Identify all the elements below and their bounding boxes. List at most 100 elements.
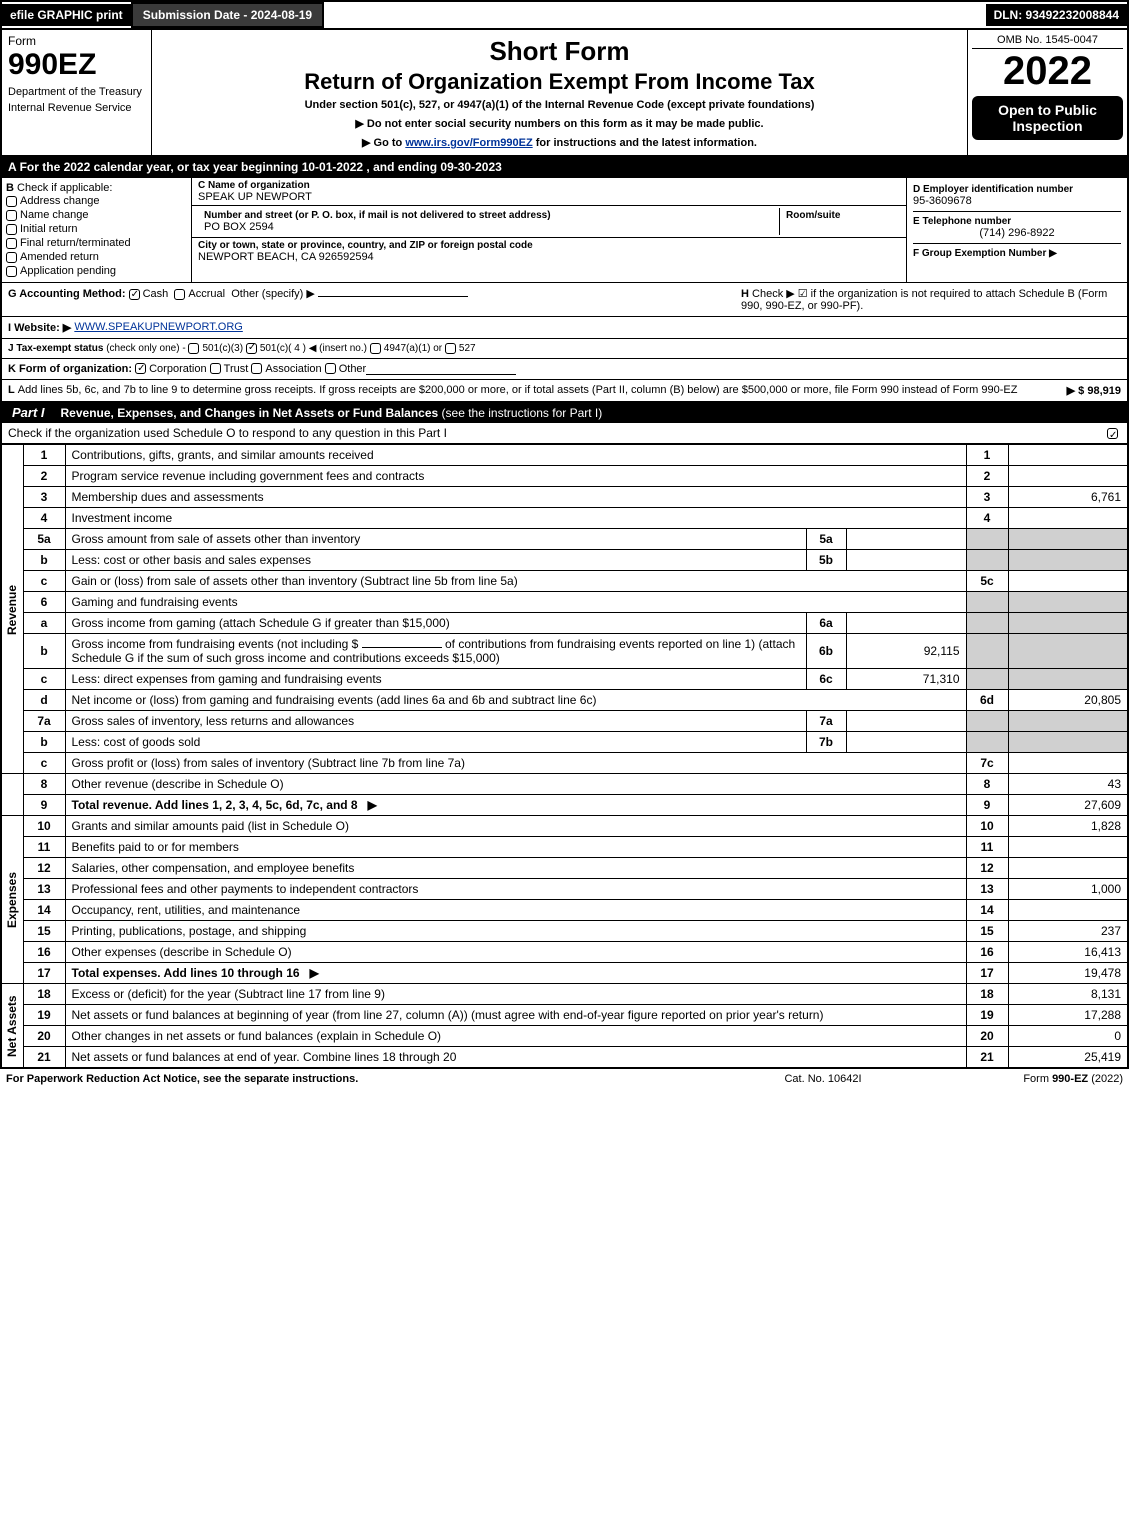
l6b-val: 92,115	[846, 634, 966, 669]
l16-desc: Other expenses (describe in Schedule O)	[65, 942, 966, 963]
form-header: Form 990EZ Department of the Treasury In…	[0, 30, 1129, 157]
application-pending-label: Application pending	[20, 265, 116, 277]
l12-amount	[1008, 858, 1128, 879]
part-1-subtitle: (see the instructions for Part I)	[442, 406, 603, 420]
address-change-checkbox[interactable]	[6, 196, 17, 207]
j-501c-checkbox[interactable]	[246, 343, 257, 354]
j-note: (check only one) -	[106, 343, 185, 354]
l7c-ref: 7c	[966, 753, 1008, 774]
k-other-input[interactable]	[366, 363, 516, 375]
other-method-input[interactable]	[318, 296, 468, 297]
l14-desc: Occupancy, rent, utilities, and maintena…	[65, 900, 966, 921]
efile-print[interactable]: efile GRAPHIC print	[2, 4, 131, 26]
l8-ref: 8	[966, 774, 1008, 795]
l21-amount: 25,419	[1008, 1047, 1128, 1068]
initial-return-checkbox[interactable]	[6, 224, 17, 235]
l18-amount: 8,131	[1008, 984, 1128, 1005]
k-assoc: Association	[265, 363, 321, 375]
omb-number: OMB No. 1545-0047	[972, 34, 1123, 49]
j-label: J Tax-exempt status	[8, 343, 103, 354]
line-a-prefix: A	[8, 160, 16, 174]
l21-desc: Net assets or fund balances at end of ye…	[65, 1047, 966, 1068]
l14-num: 14	[23, 900, 65, 921]
l8-amount: 43	[1008, 774, 1128, 795]
l5a-num: 5a	[23, 529, 65, 550]
l7b-num: b	[23, 732, 65, 753]
final-return-checkbox[interactable]	[6, 238, 17, 249]
l16-amount: 16,413	[1008, 942, 1128, 963]
header-left: Form 990EZ Department of the Treasury In…	[2, 30, 152, 155]
l17-ref: 17	[966, 963, 1008, 984]
l5a-ref-shade	[966, 529, 1008, 550]
l7a-num: 7a	[23, 711, 65, 732]
cash-checkbox[interactable]	[129, 289, 140, 300]
goto-pre: ▶ Go to	[362, 137, 405, 149]
l6-desc: Gaming and fundraising events	[65, 592, 966, 613]
footer-form: 990-EZ	[1052, 1073, 1088, 1085]
l6a-desc: Gross income from gaming (attach Schedul…	[65, 613, 806, 634]
section-j: J Tax-exempt status (check only one) - 5…	[0, 339, 1129, 359]
l7c-num: c	[23, 753, 65, 774]
k-assoc-checkbox[interactable]	[251, 363, 262, 374]
accrual-checkbox[interactable]	[174, 289, 185, 300]
website-link[interactable]: WWW.SPEAKUPNEWPORT.ORG	[74, 321, 242, 334]
k-corp-checkbox[interactable]	[135, 363, 146, 374]
org-name: SPEAK UP NEWPORT	[198, 191, 900, 203]
l7b-amt-shade	[1008, 732, 1128, 753]
form-number: 990EZ	[8, 48, 145, 82]
c-city-label: City or town, state or province, country…	[198, 240, 900, 251]
l6d-ref: 6d	[966, 690, 1008, 711]
under-section-text: Under section 501(c), 527, or 4947(a)(1)…	[162, 99, 957, 111]
l4-ref: 4	[966, 508, 1008, 529]
section-l: L Add lines 5b, 6c, and 7b to line 9 to …	[0, 380, 1129, 402]
footer: For Paperwork Reduction Act Notice, see …	[0, 1068, 1129, 1089]
j-501c3-checkbox[interactable]	[188, 343, 199, 354]
l18-ref: 18	[966, 984, 1008, 1005]
l16-ref: 16	[966, 942, 1008, 963]
l11-desc: Benefits paid to or for members	[65, 837, 966, 858]
l21-num: 21	[23, 1047, 65, 1068]
l13-num: 13	[23, 879, 65, 900]
j-4947-checkbox[interactable]	[370, 343, 381, 354]
l6b-sub: 6b	[806, 634, 846, 669]
l6b-blank[interactable]	[362, 647, 442, 648]
footer-left: For Paperwork Reduction Act Notice, see …	[6, 1073, 723, 1085]
amended-return-checkbox[interactable]	[6, 252, 17, 263]
part-1-check-row: Check if the organization used Schedule …	[0, 423, 1129, 444]
return-title: Return of Organization Exempt From Incom…	[162, 69, 957, 95]
l2-desc: Program service revenue including govern…	[65, 466, 966, 487]
l13-ref: 13	[966, 879, 1008, 900]
address-change-label: Address change	[20, 195, 100, 207]
k-corp: Corporation	[149, 363, 206, 375]
l5b-desc: Less: cost or other basis and sales expe…	[65, 550, 806, 571]
part-1-table: Revenue 1 Contributions, gifts, grants, …	[0, 444, 1129, 1068]
l5c-ref: 5c	[966, 571, 1008, 592]
k-trust-checkbox[interactable]	[210, 363, 221, 374]
l1-desc: Contributions, gifts, grants, and simila…	[65, 445, 966, 466]
j-527-checkbox[interactable]	[445, 343, 456, 354]
l4-amount	[1008, 508, 1128, 529]
l-text: Add lines 5b, 6c, and 7b to line 9 to de…	[18, 384, 1067, 397]
org-city: NEWPORT BEACH, CA 926592594	[198, 251, 900, 263]
submission-date: Submission Date - 2024-08-19	[131, 2, 324, 28]
application-pending-checkbox[interactable]	[6, 266, 17, 277]
section-c: C Name of organization SPEAK UP NEWPORT …	[192, 178, 907, 282]
l16-num: 16	[23, 942, 65, 963]
l1-amount	[1008, 445, 1128, 466]
l10-ref: 10	[966, 816, 1008, 837]
initial-return-label: Initial return	[20, 223, 77, 235]
goto-link[interactable]: www.irs.gov/Form990EZ	[405, 137, 532, 149]
no-ssn-warning: ▶ Do not enter social security numbers o…	[162, 117, 957, 130]
l19-num: 19	[23, 1005, 65, 1026]
l11-amount	[1008, 837, 1128, 858]
l6a-val	[846, 613, 966, 634]
l7b-desc: Less: cost of goods sold	[65, 732, 806, 753]
part-1-checkbox[interactable]	[1107, 428, 1118, 439]
dept-treasury: Department of the Treasury	[8, 86, 145, 98]
name-change-checkbox[interactable]	[6, 210, 17, 221]
section-i: I Website: ▶ WWW.SPEAKUPNEWPORT.ORG	[0, 317, 1129, 339]
k-other-checkbox[interactable]	[325, 363, 336, 374]
part-1-label: Part I	[2, 402, 55, 423]
l15-amount: 237	[1008, 921, 1128, 942]
l6b-num: b	[23, 634, 65, 669]
